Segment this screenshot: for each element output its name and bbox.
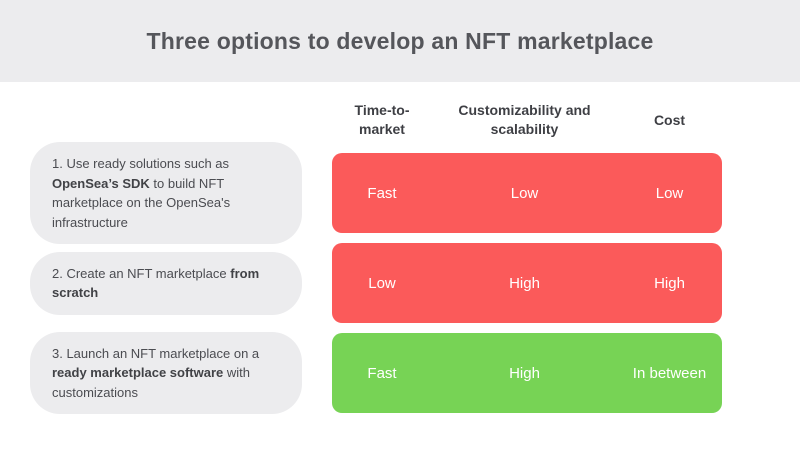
rating-value-cost: Low (655, 184, 684, 202)
rating-value-time-to-market: Fast (367, 364, 397, 382)
option-3-rating-bar: Fast High In between (332, 333, 722, 413)
option-1-label: 1. Use ready solutions such as OpenSea’s… (30, 142, 302, 244)
option-3-label: 3. Launch an NFT marketplace on a ready … (30, 331, 302, 415)
option-1-rating-bar: Fast Low Low (332, 153, 722, 233)
page-title: Three options to develop an NFT marketpl… (146, 27, 654, 54)
option-2-rating-bar: Low High High (332, 243, 722, 323)
option-label-text: 2. Create an NFT marketplace (52, 265, 231, 281)
option-2-label: 2. Create an NFT marketplace from scratc… (30, 251, 302, 315)
column-header-cost: Cost (653, 111, 686, 128)
option-label-bold-text: from scratch (52, 265, 260, 301)
table-row-option-3: 3. Launch an NFT marketplace on a ready … (30, 331, 800, 415)
option-label-bold-text: OpenSea’s SDK (52, 175, 150, 191)
table-row-option-1: 1. Use ready solutions such as OpenSea’s… (30, 142, 800, 244)
title-band: Three options to develop an NFT marketpl… (0, 0, 800, 82)
rating-value-cost: High (654, 274, 685, 292)
option-label-text: with customizations (52, 365, 250, 400)
option-label-text: 1. Use ready solutions such as (52, 156, 230, 171)
rating-value-time-to-market: Fast (367, 184, 397, 202)
option-label-text: 3. Launch an NFT marketplace on a (52, 345, 260, 361)
rating-value-time-to-market: Low (368, 274, 396, 292)
option-label-text: to build NFT marketplace on the OpenSea'… (52, 175, 231, 230)
column-header-time-to-market: Time-to-market (354, 102, 410, 137)
rating-value-cost: In between (632, 364, 707, 382)
option-label-bold-text: ready marketplace software (52, 365, 224, 381)
comparison-rows: 1. Use ready solutions such as OpenSea’s… (30, 142, 800, 415)
column-header-customizability-scalability: Customizability and scalability (458, 102, 591, 137)
column-headers: Time-to-market Customizability and scala… (332, 95, 722, 145)
rating-value-customizability: High (509, 364, 540, 382)
rating-value-customizability: Low (510, 184, 539, 202)
table-row-option-2: 2. Create an NFT marketplace from scratc… (30, 243, 800, 323)
rating-value-customizability: High (509, 274, 540, 292)
